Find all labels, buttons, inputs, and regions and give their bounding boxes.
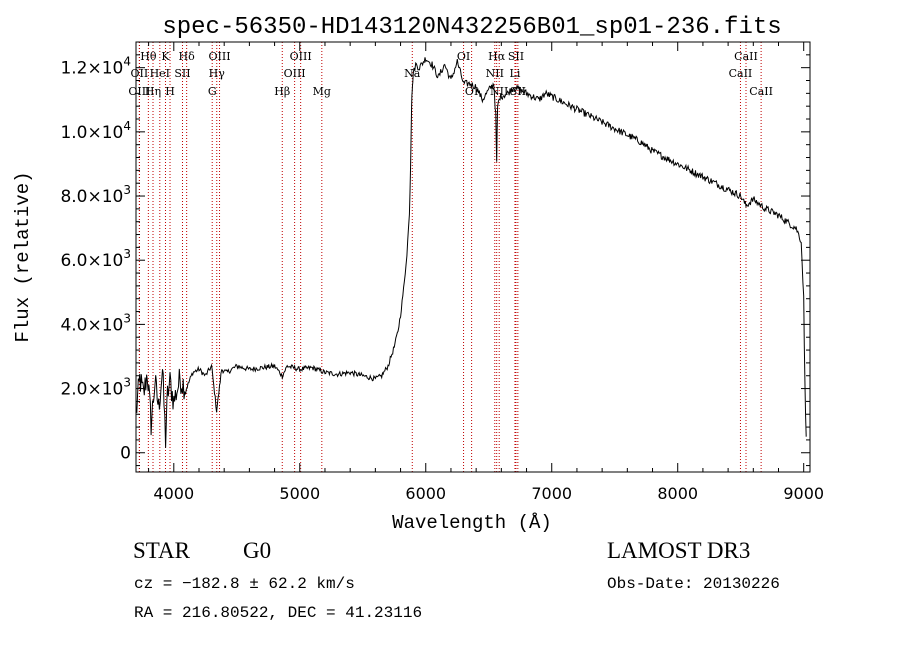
object-class: STAR bbox=[133, 538, 190, 563]
line-label: CaII bbox=[734, 50, 758, 63]
line-label: OII bbox=[131, 67, 149, 80]
line-label: Hδ bbox=[179, 50, 196, 63]
y-tick-label: 2.0×103 bbox=[60, 376, 131, 400]
line-label: Hβ bbox=[274, 85, 290, 98]
line-label: Hη bbox=[145, 85, 161, 98]
coordinates: RA = 216.80522, DEC = 41.23116 bbox=[134, 604, 423, 622]
spectrum-line bbox=[135, 57, 807, 448]
redshift-velocity: cz = −182.8 ± 62.2 km/s bbox=[134, 575, 355, 593]
line-label: OIII bbox=[284, 67, 306, 80]
y-axis-ticks: 0 2.0×103 4.0×103 6.0×103 8.0×103 1.0×104 1.2×… bbox=[60, 41, 810, 467]
line-label: OIII bbox=[128, 85, 150, 98]
object-subclass: G0 bbox=[243, 538, 272, 563]
line-label: OIII bbox=[290, 50, 312, 63]
y-tick-label: 1.2×104 bbox=[60, 55, 131, 79]
x-tick-label: 7000 bbox=[531, 484, 572, 503]
plot-frame bbox=[135, 41, 811, 473]
x-tick-label: 5000 bbox=[279, 484, 320, 503]
y-tick-label: 8.0×103 bbox=[60, 183, 131, 207]
y-tick-label: 6.0×103 bbox=[60, 247, 131, 271]
y-tick-label: 0 bbox=[120, 444, 131, 464]
line-label: CaII bbox=[749, 85, 773, 98]
x-tick-label: 6000 bbox=[405, 484, 446, 503]
x-tick-label: 4000 bbox=[153, 484, 194, 503]
x-tick-label: 8000 bbox=[657, 484, 698, 503]
line-label: SII bbox=[174, 67, 190, 80]
line-label: OIII bbox=[208, 50, 230, 63]
emission-line-labels: Hθ OII OIII K HeI SII Hη H Hδ OIII Hγ G Hβ OIII OIII Mg… bbox=[128, 50, 773, 98]
survey-name: LAMOST DR3 bbox=[607, 538, 751, 563]
line-label: K bbox=[161, 50, 170, 63]
line-label: NII bbox=[486, 67, 504, 80]
y-axis-label: Flux (relative) bbox=[12, 171, 34, 342]
line-label: Hθ bbox=[140, 50, 157, 63]
line-label: Mg bbox=[313, 85, 331, 98]
line-label: Na bbox=[404, 67, 421, 80]
line-label: CaII bbox=[729, 67, 753, 80]
x-axis-label: Wavelength (Å) bbox=[392, 512, 552, 534]
x-tick-label: 9000 bbox=[783, 484, 824, 503]
y-tick-label: 1.0×104 bbox=[60, 119, 131, 143]
emission-line-markers bbox=[138, 42, 762, 472]
line-label: SII bbox=[508, 50, 524, 63]
line-label: Hγ bbox=[209, 67, 226, 80]
line-label: Li bbox=[510, 67, 521, 80]
line-label: Hα bbox=[488, 50, 506, 63]
observation-date: Obs-Date: 20130226 bbox=[607, 575, 780, 593]
line-label: G bbox=[208, 85, 217, 98]
y-tick-label: 4.0×103 bbox=[60, 311, 131, 335]
x-axis-ticks: 4000 5000 6000 7000 8000 9000 bbox=[148, 42, 824, 503]
line-label: OI bbox=[457, 50, 470, 63]
chart-title: spec-56350-HD143120N432256B01_sp01-236.f… bbox=[162, 14, 781, 41]
line-label: H bbox=[165, 85, 175, 98]
line-label: HeI bbox=[150, 67, 170, 80]
